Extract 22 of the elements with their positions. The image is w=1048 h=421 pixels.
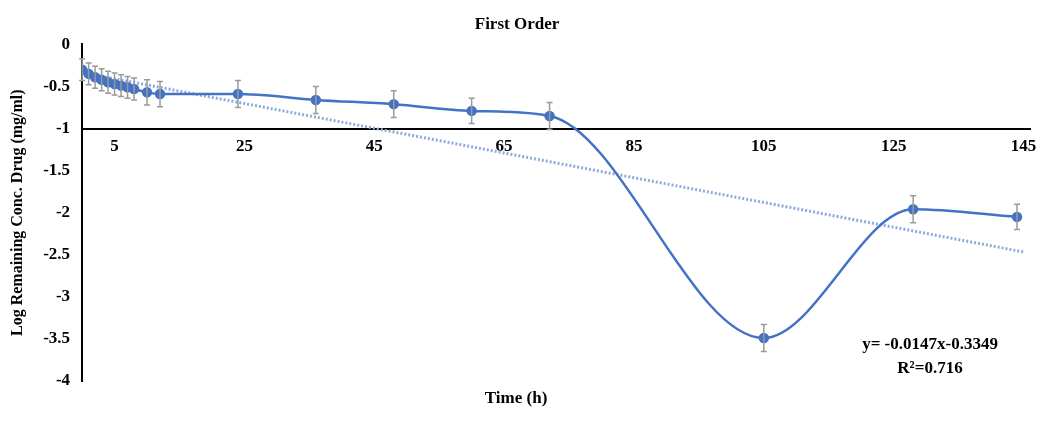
annotation: R²=0.716 (897, 358, 963, 377)
x-tick-label: 5 (110, 136, 119, 156)
x-tick-label: 85 (625, 136, 643, 156)
y-tick-label: -1.5 (43, 160, 71, 180)
x-axis-title: Time (h) (484, 388, 548, 407)
y-tick-label: -0.5 (43, 75, 71, 95)
x-tick-label: 65 (495, 136, 513, 156)
y-tick-label: -3 (55, 286, 71, 306)
x-tick-label: 125 (880, 136, 907, 156)
x-tick-label: 25 (235, 136, 253, 156)
y-tick-label: -1 (55, 117, 71, 137)
y-axis-title: Log Remaining Conc. Drug (mg/ml) (7, 89, 26, 337)
annotation: y= -0.0147x-0.3349 (862, 334, 998, 353)
y-tick-label: -4 (55, 370, 71, 390)
y-tick-label: -3.5 (43, 328, 71, 348)
y-tick-label: -2 (55, 202, 71, 222)
x-tick-label: 145 (1010, 136, 1037, 156)
chart-title: First Order (474, 13, 560, 33)
x-tick-label: 45 (365, 136, 383, 156)
x-tick-label: 105 (751, 136, 777, 156)
y-tick-label: 0 (61, 33, 71, 53)
y-tick-label: -2.5 (43, 244, 71, 264)
